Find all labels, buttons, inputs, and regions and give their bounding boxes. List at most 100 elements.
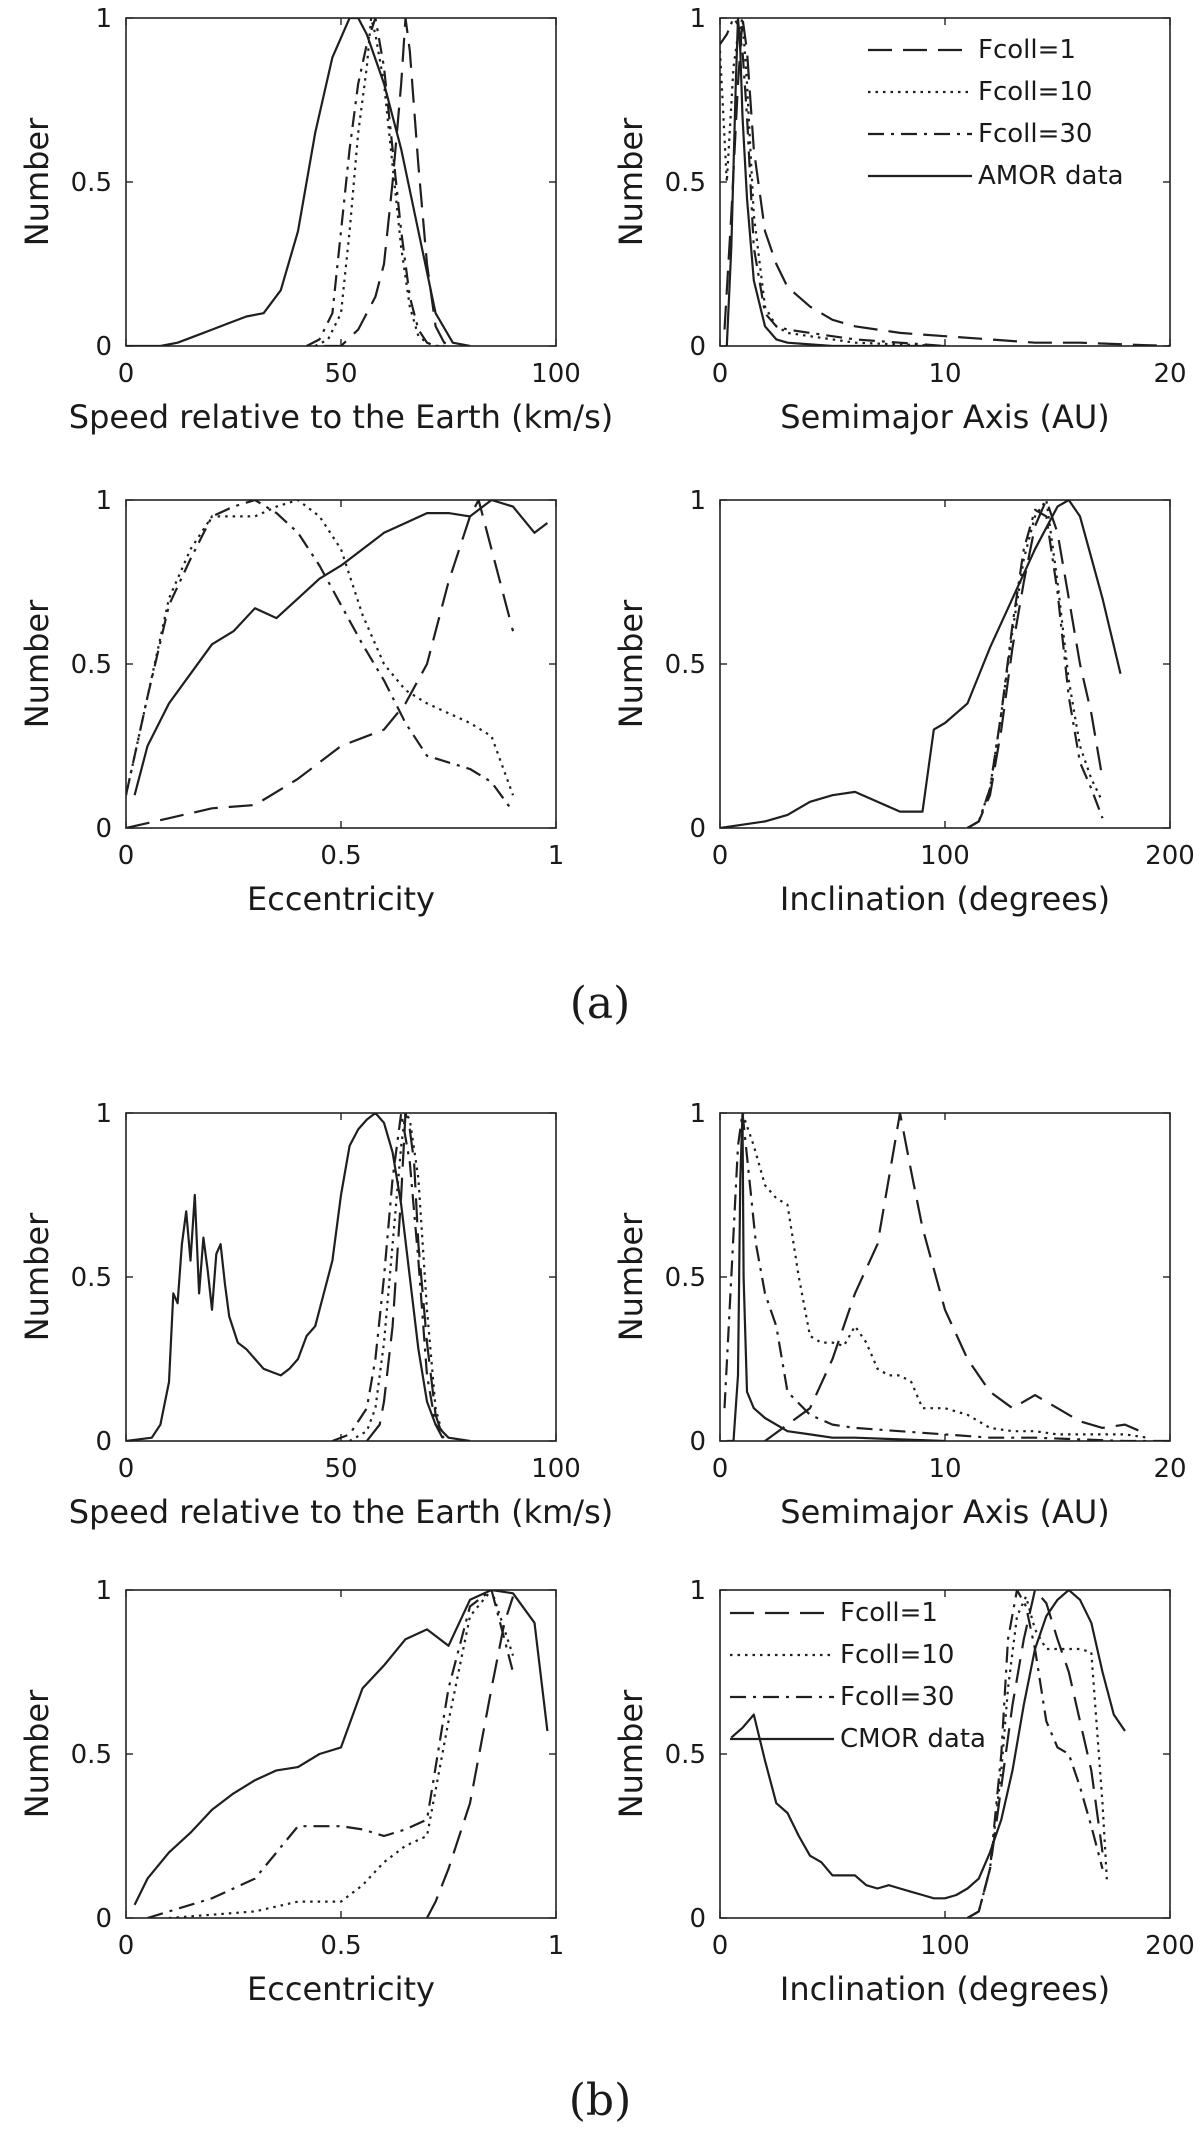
y-axis-label: Number — [18, 1689, 56, 1818]
y-axis-label: Number — [612, 599, 650, 728]
series-line-fcoll-10 — [741, 1113, 1148, 1439]
legend-entry-fcoll-10: Fcoll=10 — [978, 77, 1092, 107]
x-tick-label: 10 — [928, 1454, 961, 1484]
chart-b-semimajor: 0 10 20 0 0.5 1 Semimajor Axis (AU) Number — [612, 1099, 1187, 1531]
plot-frame — [719, 1112, 1171, 1442]
x-tick-label: 1 — [548, 1931, 565, 1961]
series-line-fcoll-10 — [966, 500, 1104, 828]
series-line-amor-data — [725, 18, 945, 346]
x-tick-label: 200 — [1145, 1931, 1195, 1961]
series-line-amor-data — [126, 18, 471, 346]
x-tick-label: 0.5 — [320, 1931, 361, 1961]
x-tick-label: 0 — [118, 359, 135, 389]
y-tick-label: 1 — [95, 1576, 112, 1606]
series-line-fcoll-30 — [332, 1113, 446, 1441]
y-tick-label: 0.5 — [71, 650, 112, 680]
x-tick-label: 200 — [1145, 841, 1195, 871]
y-tick-label: 0 — [689, 332, 706, 362]
series-line-fcoll-30 — [720, 18, 946, 346]
y-tick-label: 1 — [95, 486, 112, 516]
x-tick-label: 50 — [324, 359, 357, 389]
x-tick-label: 100 — [531, 359, 581, 389]
x-tick-label: 0 — [712, 841, 729, 871]
x-tick-label: 0 — [118, 841, 135, 871]
series-line-fcoll-30 — [306, 18, 445, 346]
y-tick-label: 1 — [689, 1576, 706, 1606]
series-line-amor-data — [720, 500, 1122, 828]
y-axis-label: Number — [18, 117, 56, 246]
series-line-cmor-data — [126, 1113, 471, 1441]
series-line-fcoll-10 — [349, 1113, 446, 1441]
y-tick-label: 0.5 — [665, 1740, 706, 1770]
x-tick-label: 100 — [920, 1931, 970, 1961]
x-tick-label: 1 — [548, 841, 565, 871]
x-tick-label: 20 — [1153, 359, 1186, 389]
chart-a-eccentricity: 0 0.5 1 0 0.5 1 Eccentricity Number — [18, 486, 564, 918]
series-line-cmor-data — [726, 1113, 946, 1441]
y-tick-label: 0 — [689, 1427, 706, 1457]
series-line-fcoll-1 — [764, 1113, 1148, 1441]
legend-entry-fcoll-1: Fcoll=1 — [978, 35, 1076, 65]
x-tick-label: 0 — [712, 1454, 729, 1484]
legend: Fcoll=1 Fcoll=10 Fcoll=30 CMOR data — [730, 1598, 986, 1754]
y-tick-label: 1 — [689, 4, 706, 34]
legend-entry-fcoll-1: Fcoll=1 — [840, 1598, 938, 1628]
series-line-fcoll-1 — [126, 500, 515, 828]
y-tick-label: 0.5 — [71, 168, 112, 198]
series-line-fcoll-10 — [168, 1590, 515, 1918]
x-tick-label: 0 — [712, 1931, 729, 1961]
series-line-fcoll-1 — [365, 1113, 446, 1441]
x-tick-label: 0 — [118, 1454, 135, 1484]
series-line-fcoll-10 — [126, 500, 515, 796]
series-line-fcoll-1 — [323, 18, 454, 346]
x-axis-label: Inclination (degrees) — [780, 1970, 1110, 2008]
series-line-fcoll-1 — [426, 1596, 515, 1918]
series-line-fcoll-30 — [723, 1113, 1170, 1441]
x-tick-label: 0.5 — [320, 841, 361, 871]
y-axis-label: Number — [18, 1212, 56, 1341]
y-axis-label: Number — [612, 1689, 650, 1818]
chart-b-inclination: 0 100 200 0 0.5 1 Inclination (degrees) Number F… — [612, 1576, 1195, 2008]
series-line-fcoll-10 — [720, 18, 946, 346]
x-tick-label: 10 — [928, 359, 961, 389]
legend-entry-fcoll-30: Fcoll=30 — [840, 1682, 954, 1712]
y-tick-label: 1 — [95, 1099, 112, 1129]
y-tick-label: 0 — [95, 814, 112, 844]
x-axis-label: Speed relative to the Earth (km/s) — [69, 398, 613, 436]
series-line-fcoll-1 — [966, 1590, 1104, 1918]
series-line-amor-data — [133, 500, 549, 796]
x-axis-label: Inclination (degrees) — [780, 880, 1110, 918]
plot-frame — [125, 17, 557, 347]
chart-b-speed: 0 50 100 0 0.5 1 Speed relative to the Earth (… — [18, 1099, 613, 1531]
plot-frame — [125, 1589, 557, 1919]
series-line-fcoll-1 — [723, 18, 1170, 346]
x-tick-label: 100 — [531, 1454, 581, 1484]
caption-a: (a) — [570, 978, 631, 1029]
series-line-fcoll-30 — [966, 508, 1104, 828]
chart-b-eccentricity: 0 0.5 1 0 0.5 1 Eccentricity Number — [18, 1576, 564, 2008]
legend-entry-fcoll-30: Fcoll=30 — [978, 119, 1092, 149]
y-tick-label: 0.5 — [665, 1263, 706, 1293]
x-axis-label: Semimajor Axis (AU) — [780, 398, 1109, 436]
chart-a-speed: 0 50 100 0 0.5 1 Speed relative to the Earth (… — [18, 4, 613, 436]
x-tick-label: 100 — [920, 841, 970, 871]
y-tick-label: 0.5 — [71, 1263, 112, 1293]
chart-a-inclination: 0 100 200 0 0.5 1 Inclination (degrees) Number — [612, 486, 1195, 918]
y-tick-label: 0 — [689, 1904, 706, 1934]
x-tick-label: 0 — [118, 1931, 135, 1961]
series-line-cmor-data — [133, 1590, 549, 1906]
series-line-cmor-data — [730, 1590, 1126, 1900]
y-tick-label: 0.5 — [71, 1740, 112, 1770]
caption-b: (b) — [569, 2075, 632, 2126]
y-tick-label: 0 — [95, 1904, 112, 1934]
series-line-fcoll-1 — [966, 500, 1104, 828]
legend-entry-amor-data: AMOR data — [978, 161, 1124, 191]
series-line-fcoll-30 — [126, 500, 514, 813]
series-line-fcoll-10 — [314, 18, 445, 346]
x-axis-label: Speed relative to the Earth (km/s) — [69, 1493, 613, 1531]
x-axis-label: Eccentricity — [247, 880, 435, 918]
y-tick-label: 1 — [689, 1099, 706, 1129]
plot-frame — [125, 1112, 557, 1442]
y-tick-label: 0.5 — [665, 650, 706, 680]
x-tick-label: 50 — [324, 1454, 357, 1484]
